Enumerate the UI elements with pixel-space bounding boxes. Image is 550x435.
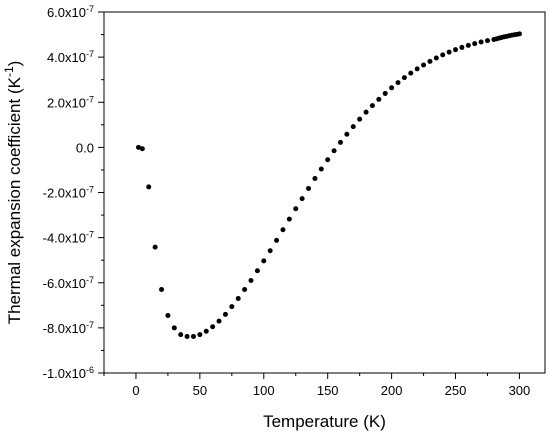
data-point (286, 216, 292, 222)
y-tick-label: 6.0x10-7 (47, 4, 94, 20)
data-point (139, 146, 145, 152)
data-point (478, 39, 484, 45)
data-point (299, 196, 305, 202)
data-point (235, 296, 241, 302)
data-point (408, 70, 414, 76)
data-point (369, 103, 375, 109)
data-point (516, 31, 522, 37)
y-tick-label: 0.0 (76, 140, 94, 155)
data-point (136, 144, 142, 150)
data-point (325, 157, 331, 163)
data-point (350, 124, 356, 130)
data-point (203, 328, 209, 334)
data-point (293, 206, 299, 212)
data-point (165, 312, 171, 318)
data-point (395, 80, 401, 86)
y-tick-label: -2.0x10-7 (43, 185, 94, 201)
data-point (459, 44, 465, 50)
data-point (184, 333, 190, 339)
data-point (306, 185, 312, 191)
data-point (178, 332, 184, 338)
x-tick-label: 250 (445, 383, 467, 398)
data-point (222, 311, 228, 317)
x-tick-label: 0 (132, 383, 139, 398)
data-point (171, 325, 177, 331)
data-point (210, 324, 216, 330)
axes (103, 11, 546, 374)
data-point (472, 41, 478, 47)
y-tick-label: 2.0x10-7 (47, 94, 94, 110)
data-point (421, 62, 427, 68)
data-point (433, 55, 439, 61)
data-point (254, 268, 260, 274)
data-point (152, 244, 158, 250)
data-point (159, 287, 165, 293)
data-point (280, 227, 286, 233)
data-point (261, 258, 267, 264)
data-point (344, 131, 350, 137)
data-point (248, 277, 254, 283)
y-tick-label: -6.0x10-7 (43, 275, 94, 291)
data-point (401, 75, 407, 81)
data-point (484, 38, 490, 44)
data-point (337, 139, 343, 145)
data-point (146, 184, 152, 190)
x-tick-label: 150 (317, 383, 339, 398)
data-point (229, 304, 235, 310)
y-axis-title-main: Thermal expansion coefficient (K (5, 76, 24, 324)
data-point (331, 148, 337, 154)
data-point (363, 109, 369, 115)
x-tick-label: 100 (253, 383, 275, 398)
data-point (312, 176, 318, 182)
data-point (274, 237, 280, 243)
y-axis-title-close: ) (5, 61, 24, 67)
data-point (190, 333, 196, 339)
data-point (242, 287, 248, 293)
y-tick-label: -8.0x10-7 (43, 320, 94, 336)
y-tick-label: -1.0x10-6 (43, 365, 94, 381)
y-tick-label: 4.0x10-7 (47, 49, 94, 65)
data-point (382, 90, 388, 96)
x-tick-label: 200 (381, 383, 403, 398)
data-point (318, 166, 324, 172)
data-point (427, 58, 433, 64)
y-axis-title-sup: -1 (2, 66, 16, 77)
plot-frame (103, 11, 546, 374)
data-point (446, 49, 452, 55)
data-point (216, 318, 222, 324)
data-points (136, 31, 522, 339)
x-tick-label: 300 (509, 383, 531, 398)
data-point (389, 85, 395, 91)
data-point (267, 248, 273, 254)
x-axis-title: Temperature (K) (263, 412, 386, 431)
x-tick-label: 50 (193, 383, 207, 398)
data-point (197, 332, 203, 338)
data-point (376, 96, 382, 102)
ticks: 0 50 100 150 200 250 300 6.0x10-7 4.0x10-7 2.0x10… (43, 4, 531, 398)
data-point (357, 116, 363, 122)
y-tick-label: -4.0x10-7 (43, 230, 94, 246)
y-axis-title: Thermal expansion coefficient (K-1) (2, 61, 24, 325)
data-point (414, 66, 420, 72)
data-point (440, 52, 446, 58)
data-point (465, 42, 471, 48)
data-point (453, 47, 459, 53)
